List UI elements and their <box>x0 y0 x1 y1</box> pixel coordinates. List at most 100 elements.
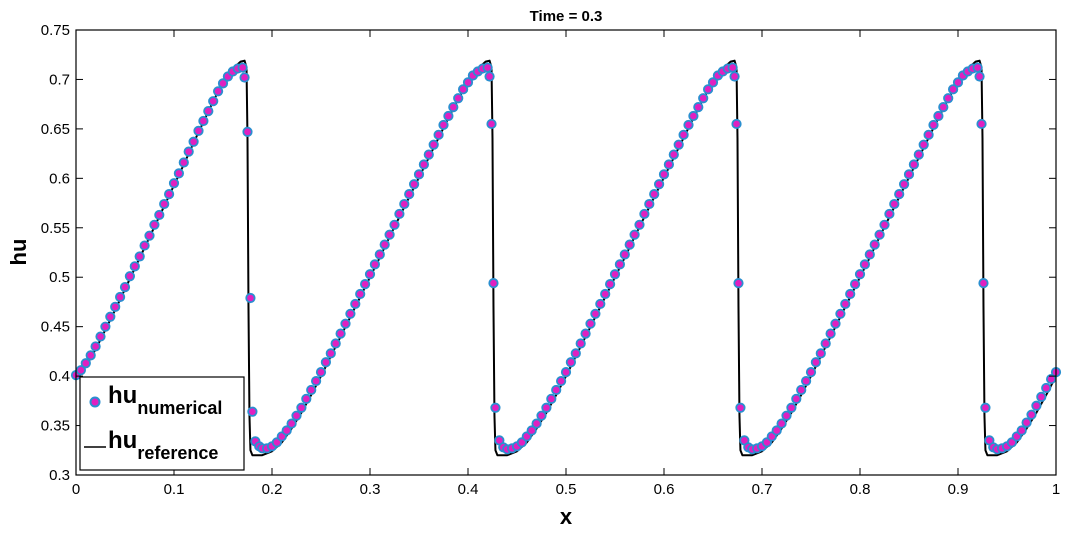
data-point <box>399 198 410 210</box>
data-point <box>490 402 501 413</box>
data-point <box>247 406 258 417</box>
data-point <box>154 209 165 221</box>
data-point <box>488 278 499 289</box>
data-point <box>952 77 964 88</box>
data-point <box>923 129 934 140</box>
data-point <box>438 119 449 131</box>
data-point <box>237 62 248 73</box>
legend-label-numerical-base: hu <box>108 382 137 409</box>
data-point <box>791 393 802 404</box>
data-point <box>974 71 985 82</box>
data-point <box>193 125 204 136</box>
data-point <box>100 321 111 332</box>
data-point <box>820 338 831 349</box>
data-point <box>609 269 621 280</box>
data-point <box>702 84 714 95</box>
data-point <box>350 298 361 310</box>
data-point <box>413 169 425 180</box>
data-point <box>796 384 807 396</box>
data-point <box>105 311 116 322</box>
data-point <box>418 159 429 170</box>
data-point <box>678 129 689 140</box>
data-point <box>908 159 920 170</box>
data-point <box>840 298 851 310</box>
data-point <box>639 208 650 220</box>
data-point <box>188 136 199 147</box>
data-point <box>683 119 694 131</box>
data-point <box>575 338 586 349</box>
data-point <box>286 418 297 429</box>
data-point <box>173 168 184 179</box>
data-point <box>707 77 719 88</box>
data-point <box>115 291 126 303</box>
data-point <box>95 331 106 342</box>
x-tick-label: 0.8 <box>850 481 871 498</box>
data-point <box>379 239 390 250</box>
data-point <box>1031 400 1042 411</box>
data-point <box>849 279 861 290</box>
data-point <box>978 278 989 289</box>
data-point <box>805 367 817 378</box>
data-point <box>729 71 740 82</box>
data-point <box>119 282 131 293</box>
legend-marker-numerical <box>89 396 101 408</box>
data-point <box>634 219 645 230</box>
data-point <box>590 308 601 319</box>
data-point <box>203 105 214 117</box>
data-point <box>776 418 787 429</box>
data-point <box>693 102 704 113</box>
legend-box <box>79 376 245 471</box>
data-point <box>335 328 346 339</box>
data-point <box>663 159 675 170</box>
legend-label-numerical-sub: numerical <box>137 398 222 418</box>
data-point <box>980 402 991 413</box>
data-point <box>781 410 792 421</box>
data-point <box>898 179 910 190</box>
data-point <box>245 292 256 304</box>
data-point <box>884 208 895 220</box>
x-tick-label: 0 <box>72 481 80 498</box>
data-point <box>546 393 557 404</box>
data-point <box>486 118 497 130</box>
numerical-series-group <box>70 62 1062 455</box>
data-point <box>1041 382 1052 394</box>
data-point <box>830 318 841 329</box>
y-axis-title: hu <box>6 239 31 266</box>
data-point <box>604 279 616 290</box>
data-point <box>408 179 420 190</box>
data-point <box>364 269 376 280</box>
data-point <box>80 358 91 369</box>
data-point <box>735 402 746 413</box>
data-point <box>947 84 959 95</box>
data-point <box>933 110 944 122</box>
x-axis: 0 0.1 0.2 0.3 0.4 0.5 0.6 0.7 0.8 0.9 1 <box>72 30 1060 498</box>
data-point <box>673 139 684 150</box>
data-point <box>644 198 655 210</box>
data-point <box>149 219 160 230</box>
data-point <box>310 375 322 387</box>
data-point <box>428 139 439 150</box>
x-tick-label: 1 <box>1052 481 1060 498</box>
data-point <box>443 110 454 122</box>
data-point <box>1016 425 1027 436</box>
data-point <box>239 72 250 83</box>
data-point <box>771 425 782 436</box>
data-point <box>301 393 312 404</box>
data-point <box>281 425 292 436</box>
x-tick-label: 0.3 <box>360 481 381 498</box>
data-point <box>384 229 395 240</box>
data-point <box>1021 417 1032 428</box>
data-point <box>786 402 797 413</box>
data-point <box>536 410 547 421</box>
data-point <box>340 318 351 329</box>
data-point <box>198 115 209 127</box>
data-point <box>296 402 307 413</box>
data-point <box>144 230 155 241</box>
data-point <box>600 288 611 300</box>
data-point <box>1026 409 1037 420</box>
data-point <box>457 84 469 95</box>
data-point <box>404 189 415 200</box>
data-point <box>874 229 885 240</box>
data-point <box>90 341 101 352</box>
